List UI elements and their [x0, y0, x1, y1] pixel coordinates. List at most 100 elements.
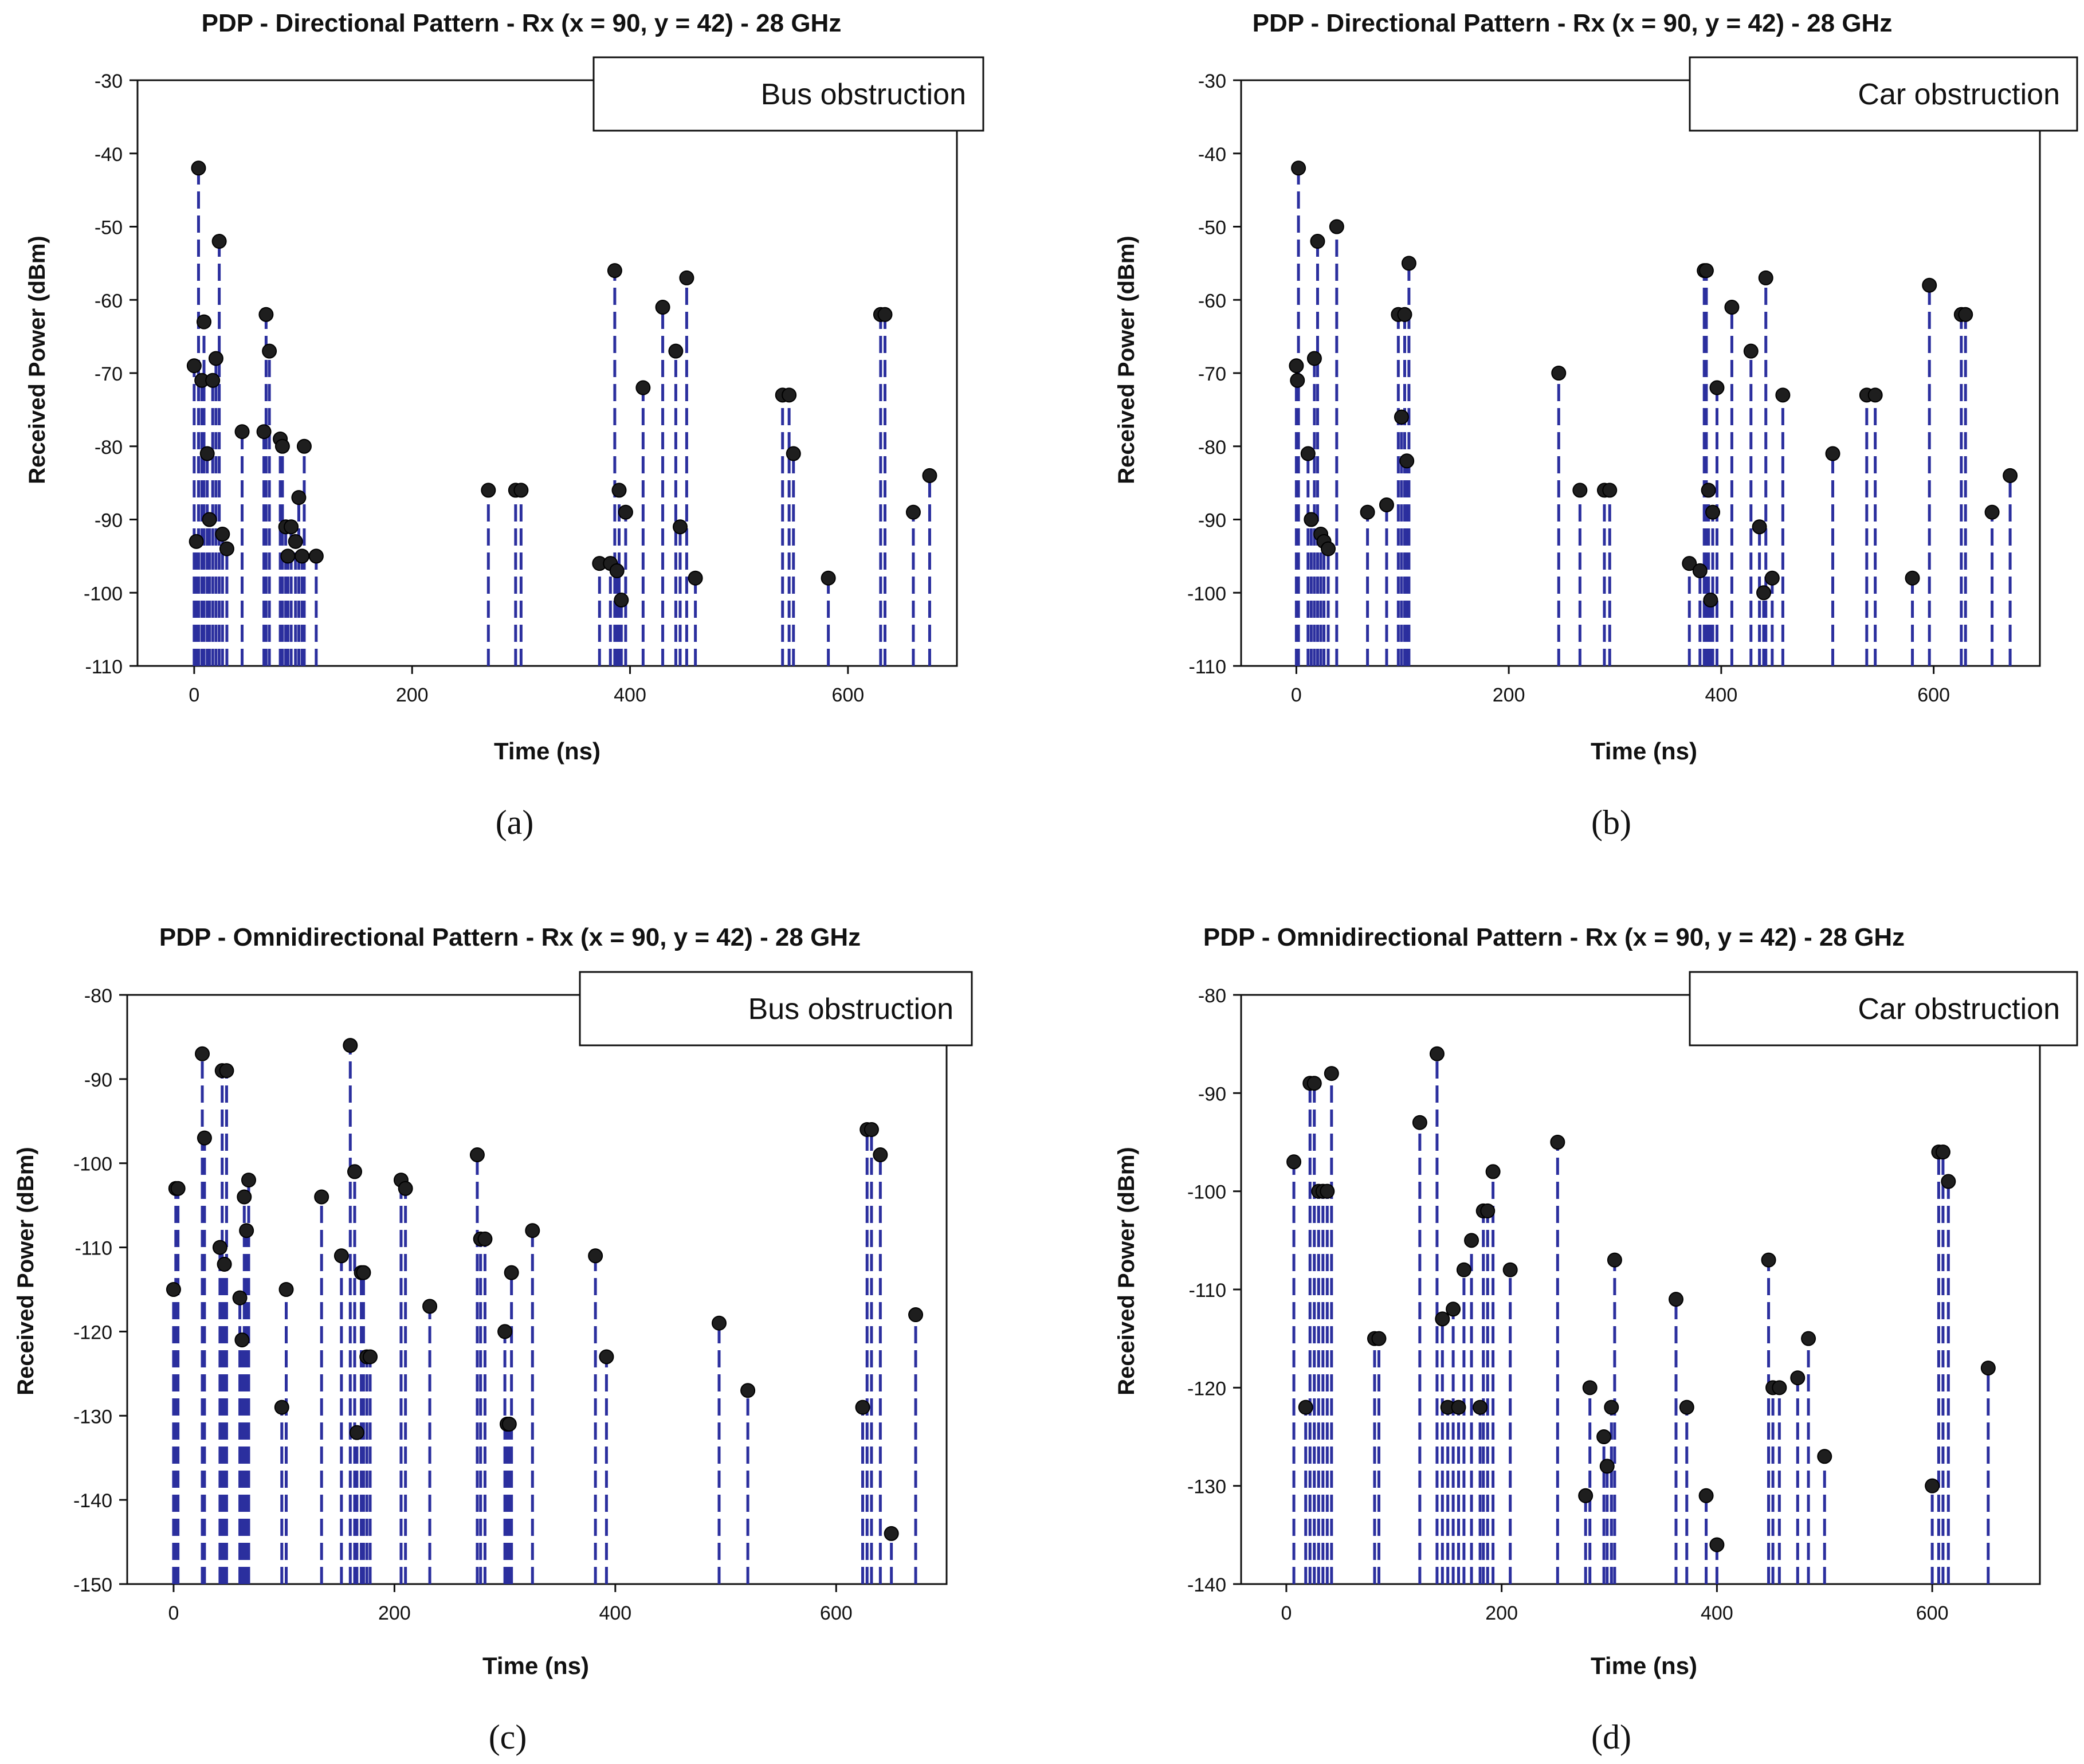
y-tick-label: -110 — [85, 656, 123, 678]
data-point — [191, 160, 206, 176]
data-point — [1394, 409, 1409, 425]
panel-c: PDP - Omnidirectional Pattern - Rx (x = … — [0, 880, 1042, 1764]
data-point — [740, 1383, 756, 1398]
data-point — [1703, 593, 1718, 608]
data-point — [688, 570, 703, 586]
caption: (a) — [496, 803, 534, 841]
legend: Bus obstruction — [592, 56, 984, 132]
y-tick-label: -30 — [95, 70, 123, 92]
legend-box — [1689, 56, 2078, 132]
data-point — [501, 1416, 517, 1432]
data-point — [1599, 1459, 1615, 1474]
plot-frame — [1240, 79, 2041, 667]
plot-frame — [1240, 994, 2041, 1585]
y-tick-label: -80 — [84, 985, 112, 1007]
x-tick-label: 0 — [189, 684, 199, 706]
data-point — [1743, 343, 1759, 359]
data-point — [284, 519, 299, 535]
x-tick-label: 400 — [614, 684, 646, 706]
data-point — [295, 548, 310, 564]
data-point — [614, 593, 629, 608]
plot-area: -110 -100 -90 -80 -70 -60 -50 -40 -30 0 200 400 600 — [1187, 70, 2041, 706]
data-point — [1692, 563, 1708, 578]
chart-a: PDP - Directional Pattern - Rx (x = 90, … — [25, 9, 984, 841]
data-point — [1578, 1488, 1594, 1503]
data-point — [905, 504, 921, 520]
y-tick-label: -40 — [95, 144, 123, 166]
panel-a: PDP - Directional Pattern - Rx (x = 90, … — [0, 0, 1042, 883]
data-point — [607, 263, 622, 279]
data-point — [711, 1315, 727, 1331]
data-point — [1502, 1262, 1518, 1277]
data-point — [497, 1324, 513, 1339]
data-point — [347, 1164, 363, 1179]
x-tick-label: 200 — [1485, 1602, 1518, 1624]
data-point — [1290, 373, 1305, 388]
data-point — [258, 307, 274, 322]
data-point — [356, 1265, 371, 1280]
chart-c: PDP - Omnidirectional Pattern - Rx (x = … — [13, 923, 973, 1756]
x-axis-label: Time (ns) — [494, 738, 601, 765]
data-point — [333, 1248, 349, 1264]
data-point — [1602, 483, 1618, 498]
data-point — [1485, 1164, 1501, 1179]
caption: (b) — [1591, 803, 1631, 841]
data-point — [217, 1256, 232, 1272]
chart-title: PDP - Directional Pattern - Rx (x = 90, … — [202, 9, 842, 37]
y-tick-label: -130 — [1187, 1476, 1226, 1498]
data-point — [170, 1181, 186, 1196]
legend-box — [592, 56, 984, 132]
data-point — [274, 438, 290, 454]
data-point — [1607, 1252, 1622, 1268]
caption: (c) — [489, 1718, 527, 1756]
data-point — [308, 548, 324, 564]
data-point — [1551, 366, 1567, 381]
data-point — [877, 307, 893, 322]
data-point — [477, 1231, 493, 1246]
data-point — [1790, 1370, 1806, 1386]
data-point — [1958, 307, 1973, 322]
data-point — [211, 234, 227, 249]
x-tick-label: 600 — [1917, 684, 1950, 706]
data-point — [1801, 1331, 1816, 1346]
data-point — [398, 1181, 413, 1196]
data-point — [481, 483, 496, 498]
data-point — [280, 548, 296, 564]
data-point — [1412, 1115, 1427, 1130]
y-axis-label: Received Power (dBm) — [25, 236, 50, 484]
data-point — [1572, 483, 1588, 498]
data-point — [864, 1122, 879, 1137]
data-point — [1698, 1488, 1714, 1503]
y-tick-label: -100 — [1187, 583, 1226, 605]
legend-label: Bus obstruction — [748, 993, 953, 1026]
x-tick-label: 200 — [396, 684, 429, 706]
data-point — [186, 358, 202, 374]
data-point — [1464, 1233, 1479, 1248]
caption: (d) — [1591, 1718, 1631, 1756]
data-point — [1321, 541, 1336, 556]
data-point — [1289, 358, 1304, 374]
data-point — [262, 343, 277, 359]
data-point — [1682, 556, 1697, 571]
data-point — [611, 483, 627, 498]
data-point — [343, 1038, 358, 1053]
y-tick-label: -100 — [73, 1154, 112, 1175]
data-point — [241, 1173, 256, 1188]
data-point — [232, 1290, 248, 1306]
data-point — [256, 424, 272, 440]
data-point — [2003, 468, 2018, 483]
x-tick-label: 200 — [378, 1602, 411, 1624]
data-point — [215, 527, 230, 542]
data-point — [219, 1063, 234, 1079]
data-point — [1941, 1174, 1956, 1189]
y-tick-label: -120 — [1187, 1378, 1226, 1400]
data-point — [469, 1147, 485, 1163]
legend-label: Bus obstruction — [761, 78, 966, 111]
x-axis-label: Time (ns) — [1591, 738, 1697, 765]
data-point — [1480, 1203, 1496, 1218]
data-point — [1324, 1066, 1339, 1081]
y-tick-label: -70 — [1198, 363, 1226, 385]
data-point — [349, 1425, 364, 1440]
data-point — [234, 424, 250, 440]
